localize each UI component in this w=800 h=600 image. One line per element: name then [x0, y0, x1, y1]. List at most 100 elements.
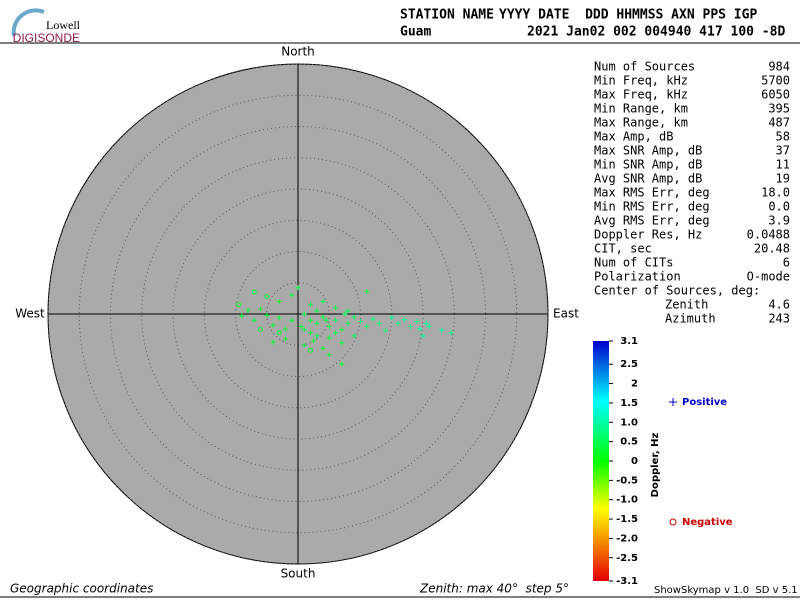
source-point	[276, 330, 282, 336]
source-point	[448, 330, 454, 336]
stat-value: O-mode	[747, 270, 790, 284]
source-point	[420, 333, 426, 339]
source-point	[333, 305, 338, 311]
source-point	[333, 330, 338, 336]
colorbar-tick-label: 2	[631, 379, 638, 390]
source-point	[320, 314, 326, 320]
stat-label: Polarization	[594, 270, 681, 284]
source-point	[414, 319, 420, 324]
colorbar-tick-label: 2.5	[620, 359, 638, 370]
stat-label: Max SNR Amp, dB	[594, 144, 702, 158]
source-point	[311, 338, 317, 344]
stat-value: 20.48	[754, 242, 790, 256]
logo-top: Lowell	[46, 18, 81, 32]
stat-label: Doppler Res, Hz	[594, 228, 702, 242]
source-point	[326, 324, 332, 329]
source-point	[401, 317, 407, 323]
stat-value: 18.0	[761, 186, 790, 200]
stat-value: 58	[776, 130, 790, 144]
direction-label: North	[281, 45, 315, 59]
stat-label: Center of Sources, deg:	[594, 284, 760, 298]
stat-label: Num of Sources	[594, 60, 695, 74]
source-point	[276, 299, 282, 304]
direction-label: West	[15, 307, 45, 321]
source-point	[276, 315, 282, 321]
footer-text: ShowSkymap v 1.0 SD v 5.1	[654, 585, 798, 596]
source-point	[301, 327, 307, 333]
colorbar-tick-label: -3.1	[616, 576, 638, 587]
source-point	[326, 352, 332, 358]
stat-value: 395	[768, 102, 790, 116]
header-text: 2021 Jan02 002 004940 417 100 -8D	[527, 25, 785, 40]
source-point	[345, 320, 351, 326]
source-point	[426, 324, 432, 329]
stat-value: 487	[768, 116, 790, 130]
source-point	[239, 313, 245, 319]
stat-label: Num of CITs	[594, 256, 673, 270]
source-point	[339, 340, 345, 346]
legend-text: Negative	[682, 517, 733, 528]
stat-label: CIT, sec	[594, 242, 652, 256]
stat-value: 5700	[761, 74, 790, 88]
stat-value: 37	[776, 144, 790, 158]
source-point	[308, 330, 313, 336]
footer-text: Zenith: max 40° step 5°	[419, 582, 569, 596]
source-point	[339, 327, 345, 333]
stat-label: Min Range, km	[594, 102, 688, 116]
source-point	[314, 333, 320, 339]
source-point	[364, 324, 370, 329]
colorbar-tick-label: 1.5	[620, 398, 638, 409]
source-point	[308, 317, 313, 323]
source-point	[376, 320, 382, 326]
stat-value: 4.6	[768, 298, 790, 312]
source-point	[283, 336, 288, 342]
source-point	[264, 312, 270, 318]
stat-value: 6050	[761, 88, 790, 102]
source-point	[258, 327, 263, 333]
source-point	[314, 320, 320, 326]
logo-arc	[11, 8, 45, 37]
source-point	[423, 320, 429, 326]
stat-label: Zenith	[665, 298, 708, 312]
source-point	[417, 326, 423, 332]
stat-label: Azimuth	[665, 312, 716, 326]
source-point	[364, 289, 370, 294]
legend-marker	[669, 518, 677, 526]
source-point	[245, 307, 251, 313]
source-point	[308, 347, 313, 353]
header-text: STATION NAME	[400, 8, 494, 23]
source-point	[326, 335, 332, 341]
stat-label: Max Range, km	[594, 116, 688, 130]
colorbar-tick-label: 3.1	[620, 336, 638, 347]
source-point	[283, 326, 288, 332]
source-point	[345, 308, 351, 314]
source-point	[251, 317, 257, 323]
source-point	[351, 314, 357, 320]
stat-value: 6	[783, 256, 790, 270]
source-point	[320, 345, 326, 351]
source-point	[339, 361, 345, 367]
stat-value: 11	[776, 158, 790, 172]
source-point	[295, 285, 301, 291]
source-point	[308, 302, 313, 308]
stat-label: Min RMS Err, deg	[594, 200, 710, 214]
colorbar-tick-label: -0.5	[616, 475, 638, 486]
source-point	[270, 339, 276, 345]
header-text: Guam	[400, 25, 431, 40]
stat-label: Min SNR Amp, dB	[594, 158, 702, 172]
source-point	[298, 324, 304, 329]
source-point	[395, 320, 401, 326]
direction-label: South	[281, 567, 316, 581]
direction-label: East	[553, 307, 579, 321]
source-point	[236, 302, 242, 308]
stat-label: Max Freq, kHz	[594, 88, 688, 102]
stat-label: Avg RMS Err, deg	[594, 214, 710, 228]
stat-value: 19	[776, 172, 790, 186]
colorbar-tick-label: 0.5	[620, 437, 638, 448]
colorbar	[593, 341, 609, 581]
source-point	[358, 319, 363, 324]
stat-value: 0.0	[768, 200, 790, 214]
source-point	[270, 322, 276, 328]
source-point	[320, 299, 326, 304]
